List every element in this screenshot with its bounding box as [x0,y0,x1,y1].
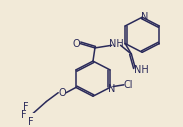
Text: O: O [58,88,66,98]
Text: NH: NH [109,39,124,49]
Text: Cl: Cl [124,80,133,90]
Text: N: N [141,12,149,22]
Text: F: F [23,102,29,112]
Text: NH: NH [134,65,149,75]
Text: F: F [28,117,33,127]
Text: N: N [108,84,116,94]
Text: F: F [21,110,27,120]
Text: O: O [72,38,80,49]
